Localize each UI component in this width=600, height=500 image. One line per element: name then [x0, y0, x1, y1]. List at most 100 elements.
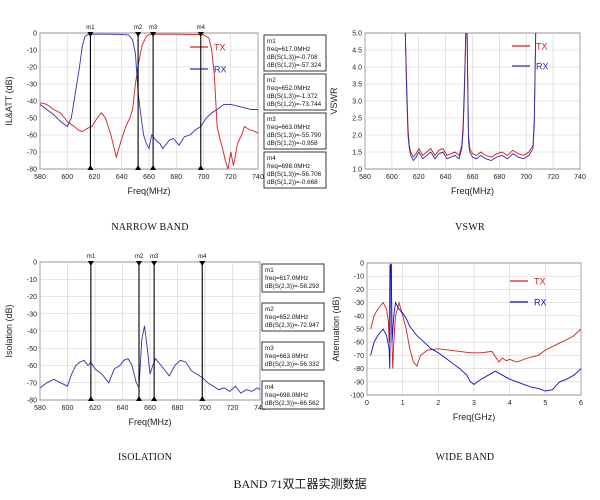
x-tick-label: 6 — [579, 400, 583, 407]
marker-top-triangle — [87, 261, 94, 266]
y-tick-label: -80 — [354, 366, 364, 373]
y-tick-label: -50 — [27, 116, 37, 123]
series-line-rx — [370, 263, 581, 392]
y-tick-label: -70 — [354, 353, 364, 360]
x-tick-label: 5 — [543, 400, 547, 407]
y-tick-label: 0 — [33, 260, 37, 267]
caption-isolation: ISOLATION — [117, 452, 173, 463]
marker-bottom-triangle — [87, 396, 94, 401]
series-line-isolation — [40, 325, 260, 394]
x-tick-label: 580 — [359, 174, 371, 181]
marker-readout-line: m2 — [265, 306, 274, 313]
x-tick-label: 700 — [199, 405, 211, 412]
x-tick-label: 680 — [172, 405, 184, 412]
marker-readout-line: freq=652.0MHz — [267, 85, 310, 92]
x-tick-label: 660 — [467, 174, 479, 181]
marker-readout-line: dB(S(1,3))=-0.708 — [267, 54, 318, 61]
y-tick-label: -20 — [354, 287, 364, 294]
marker-readout-box — [261, 263, 325, 293]
y-axis-label: VSWR — [329, 87, 339, 115]
y-tick-label: -80 — [27, 398, 37, 405]
marker-readout-line: freq=652.0MHz — [265, 314, 308, 321]
legend-label-tx: TX — [536, 42, 548, 52]
x-tick-label: 600 — [61, 174, 73, 181]
x-axis-label: Freq(GHz) — [453, 412, 496, 422]
legend-label-tx: TX — [214, 43, 226, 53]
marker-label-m4: m4 — [197, 25, 206, 31]
marker-readout-line: freq=663.0MHz — [265, 353, 308, 360]
marker-label-m4: m4 — [198, 254, 207, 260]
y-tick-label: 0 — [33, 31, 37, 38]
y-tick-label: -90 — [354, 379, 364, 386]
marker-readout-line: m1 — [265, 267, 274, 274]
caption-vswr: VSWR — [455, 222, 485, 233]
chart-isolation: 580 600 620 640 660 680 700 720 740 0 -10 -20 -30 -40… — [4, 254, 325, 427]
x-tick-label: 680 — [170, 174, 182, 181]
series-line-tx — [40, 33, 258, 169]
x-tick-label: 720 — [547, 174, 559, 181]
y-tick-label: -40 — [27, 329, 37, 336]
marker-bottom-triangle — [135, 165, 142, 170]
y-tick-label: -60 — [354, 340, 364, 347]
marker-bottom-triangle — [150, 165, 157, 170]
marker-readout-line: dB(S(1,2))=-0.958 — [267, 140, 318, 147]
y-tick-label: -40 — [354, 313, 364, 320]
marker-readout-line: dB(S(1,3))=-56.706 — [267, 171, 322, 178]
series-line-rx — [404, 33, 537, 162]
marker-label-m2: m2 — [135, 254, 144, 260]
y-tick-label: 1.5 — [352, 150, 362, 157]
legend-label-rx: RX — [214, 65, 227, 75]
page-title: BAND 71双工器实测数据 — [233, 477, 367, 491]
marker-readout-line: freq=663.0MHz — [267, 124, 310, 131]
x-tick-label: 580 — [34, 405, 46, 412]
marker-label-m1: m1 — [86, 25, 95, 31]
y-tick-label: 2.0 — [352, 133, 362, 140]
marker-readout-line: dB(S(1,2))=-57.324 — [267, 62, 322, 69]
x-tick-label: 740 — [252, 174, 264, 181]
marker-label-m3: m3 — [150, 254, 159, 260]
caption-wide-band: WIDE BAND — [435, 452, 495, 463]
y-tick-label: 2.5 — [352, 116, 362, 123]
x-tick-label: 740 — [574, 174, 586, 181]
marker-bottom-triangle — [197, 165, 204, 170]
x-tick-label: 0 — [365, 400, 369, 407]
x-tick-label: 4 — [508, 400, 512, 407]
y-tick-label: 5.0 — [352, 31, 362, 38]
marker-top-triangle — [135, 32, 142, 37]
marker-readout-line: dB(S(2,3))=-66.562 — [265, 400, 320, 407]
marker-readout-line: dB(S(2,3))=-56.332 — [265, 361, 320, 368]
y-tick-label: 4.0 — [352, 65, 362, 72]
x-tick-label: 700 — [198, 174, 210, 181]
marker-readout-box — [263, 112, 327, 150]
y-axis-label: Isolation (dB) — [4, 304, 14, 357]
marker-readout-line: dB(S(1,3))=-55.790 — [267, 132, 322, 139]
marker-readout-line: m3 — [267, 116, 276, 123]
marker-readout-box — [263, 73, 327, 111]
x-tick-label: 660 — [144, 405, 156, 412]
marker-bottom-triangle — [136, 396, 142, 401]
marker-top-triangle — [136, 261, 142, 266]
marker-label-m2: m2 — [134, 25, 143, 31]
x-tick-label: 720 — [227, 405, 239, 412]
x-tick-label: 700 — [520, 174, 532, 181]
marker-readout-box — [261, 341, 325, 371]
y-tick-label: 3.5 — [352, 82, 362, 89]
marker-readout-line: dB(S(1,2))=-73.744 — [267, 101, 322, 108]
chart-wide: 0 1 2 3 4 5 6 0 -10 -20 -30 -40 -50 -60 -70 -80 -90 -100 F… — [331, 261, 583, 423]
marker-bottom-triangle — [151, 396, 158, 401]
y-tick-label: -30 — [27, 82, 37, 89]
marker-top-triangle — [87, 32, 94, 37]
marker-readout-line: dB(S(2,3))=-58.293 — [265, 283, 320, 290]
x-tick-label: 580 — [34, 174, 46, 181]
y-tick-label: 4.5 — [352, 48, 362, 55]
marker-top-triangle — [150, 32, 157, 37]
y-tick-label: -100 — [350, 393, 364, 400]
marker-bottom-triangle — [199, 396, 206, 401]
series-line-rx — [40, 33, 258, 150]
x-tick-label: 640 — [116, 174, 128, 181]
y-tick-label: -70 — [27, 150, 37, 157]
legend-label-rx: RX — [536, 62, 549, 72]
marker-readout-line: dB(S(1,3))=-1.372 — [267, 93, 318, 100]
y-tick-label: -20 — [27, 65, 37, 72]
marker-readout-line: freq=698.0MHz — [267, 163, 310, 170]
